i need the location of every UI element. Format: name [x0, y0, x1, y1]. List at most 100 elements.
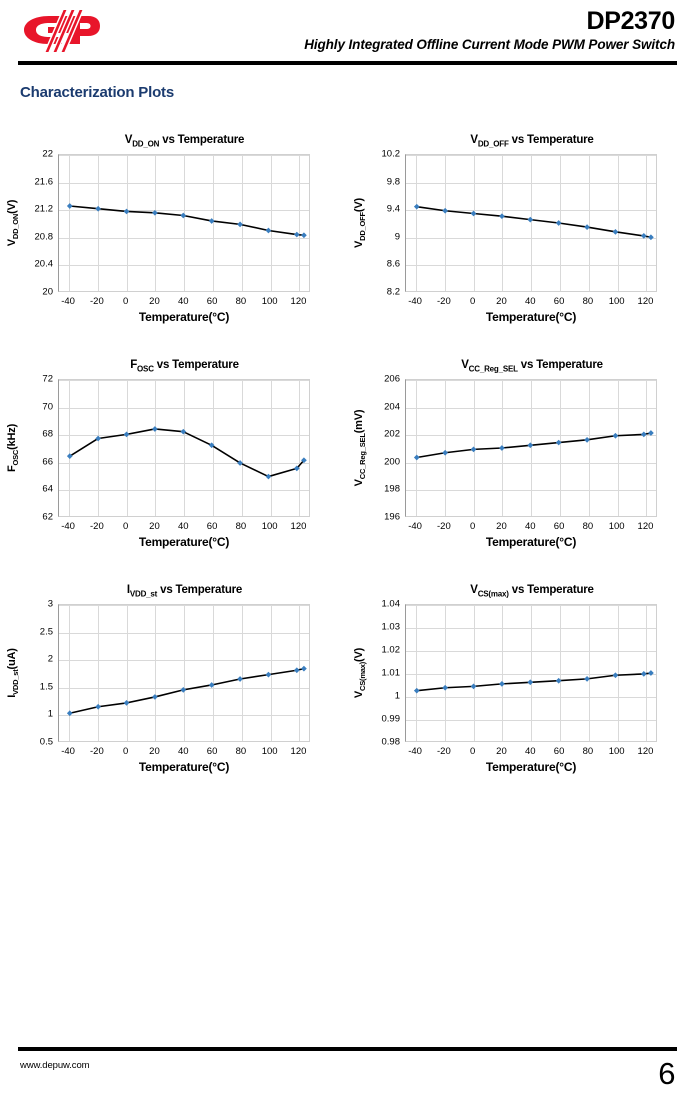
gridline-vertical — [531, 380, 533, 516]
data-point-marker — [413, 203, 420, 210]
gridline-horizontal — [59, 490, 309, 492]
data-series-ivdd-st — [66, 665, 307, 717]
chart-vcs-max: VCS(max) vs Temperature VCS(max)(V) Temper… — [347, 578, 695, 803]
x-tick-label: 0 — [123, 521, 129, 532]
chart-title-vcs-max: VCS(max) vs Temperature — [470, 584, 594, 599]
depuw-logo — [18, 8, 104, 52]
y-tick-label: 21.2 — [34, 203, 54, 215]
plot-area-vdd-on — [58, 154, 310, 292]
gridline-vertical — [241, 605, 243, 741]
x-tick-label: 20 — [496, 296, 507, 307]
y-tick-label: 8.6 — [386, 258, 400, 270]
gridline-vertical — [473, 605, 475, 741]
gridline-horizontal — [406, 462, 656, 464]
gridline-horizontal — [59, 715, 309, 717]
gridline-horizontal — [59, 182, 309, 184]
data-point-marker — [123, 208, 130, 215]
gridline-horizontal — [406, 407, 656, 409]
chart-vcc-reg-sel: VCC_Reg_SEL vs Temperature VCC_Reg_SEL(mV… — [347, 353, 695, 578]
gridline-horizontal — [406, 182, 656, 184]
x-axis-label-vdd-off: Temperature(°C) — [485, 310, 577, 324]
gridline-horizontal — [59, 435, 309, 437]
gridline-vertical — [97, 605, 99, 741]
gridline-horizontal — [59, 237, 309, 239]
x-tick-label: 80 — [235, 296, 247, 307]
gridline-vertical — [444, 380, 446, 516]
x-tick-label: 60 — [206, 296, 218, 307]
y-tick-label: 1.03 — [381, 621, 401, 633]
chart-fosc: FOSC vs Temperature FOSC(kHz) Temperature(… — [0, 353, 347, 578]
x-axis-label-vcs-max: Temperature(°C) — [485, 760, 577, 774]
x-tick-label: -20 — [437, 296, 451, 307]
header-text-block: DP2370 Highly Integrated Offline Current… — [18, 8, 677, 54]
y-axis-label-fosc: FOSC(kHz) — [6, 423, 21, 473]
data-point-marker — [66, 203, 73, 209]
y-tick-label: 20.8 — [34, 231, 54, 243]
gridline-horizontal — [406, 237, 656, 239]
gridline-vertical — [473, 155, 475, 291]
data-point-marker — [95, 205, 102, 212]
y-tick-label: 22 — [42, 148, 53, 160]
data-point-marker — [208, 682, 215, 688]
gridline-vertical — [502, 155, 504, 291]
x-tick-label: 120 — [637, 296, 654, 307]
gridline-vertical — [69, 605, 71, 741]
footer-website-url[interactable]: www.depuw.com — [20, 1060, 90, 1071]
gridline-vertical — [69, 380, 71, 516]
gridline-horizontal — [59, 380, 309, 381]
gridline-vertical — [444, 155, 446, 291]
x-tick-label: 60 — [206, 521, 218, 532]
x-tick-label: -20 — [437, 746, 451, 757]
y-axis-label-vdd-on: VDD_ON(V) — [6, 199, 21, 247]
y-tick-label: 2 — [47, 653, 53, 665]
data-point-marker — [301, 665, 307, 672]
x-tick-label: -20 — [90, 521, 104, 532]
gridline-horizontal — [406, 628, 656, 629]
gridline-horizontal — [59, 632, 309, 634]
x-tick-label: -40 — [408, 521, 422, 532]
plot-area-fosc — [58, 379, 310, 517]
y-tick-label: 1.5 — [39, 681, 53, 693]
plot-area-vdd-off — [405, 154, 657, 292]
data-point-marker — [470, 446, 477, 453]
gridline-vertical — [646, 155, 648, 291]
y-tick-label: 1 — [394, 690, 400, 702]
data-point-marker — [237, 460, 243, 466]
x-tick-label: 80 — [235, 746, 247, 757]
gridline-vertical — [531, 155, 533, 291]
data-point-marker — [555, 439, 562, 446]
data-point-marker — [648, 670, 654, 676]
chart-title-vcc-reg-sel: VCC_Reg_SEL vs Temperature — [461, 359, 603, 374]
data-point-marker — [527, 679, 534, 686]
y-tick-label: 9.4 — [386, 203, 400, 215]
gridline-vertical — [155, 605, 157, 741]
y-tick-label: 0.99 — [381, 713, 401, 725]
y-tick-label: 66 — [42, 456, 53, 468]
data-point-marker — [612, 672, 619, 679]
y-tick-label: 3 — [47, 598, 53, 610]
gridline-vertical — [416, 380, 418, 516]
gridline-horizontal — [406, 490, 656, 492]
x-tick-label: 100 — [608, 296, 625, 307]
part-tagline: Highly Integrated Offline Current Mode P… — [304, 37, 675, 52]
y-tick-label: 202 — [384, 428, 400, 440]
x-axis-label-vcc-reg-sel: Temperature(°C) — [485, 535, 577, 549]
data-point-marker — [301, 457, 307, 464]
x-tick-label: 100 — [261, 521, 278, 532]
y-tick-label: 1.04 — [381, 598, 401, 610]
gridline-vertical — [155, 380, 157, 516]
x-tick-label: -40 — [61, 746, 75, 757]
part-number: DP2370 — [586, 7, 675, 35]
x-tick-label: 40 — [524, 746, 536, 757]
x-tick-label: 100 — [261, 296, 278, 307]
data-point-marker — [555, 220, 562, 226]
gridline-vertical — [213, 155, 215, 291]
y-tick-label: 2.5 — [39, 625, 53, 637]
gridline-horizontal — [406, 697, 656, 698]
x-tick-label: 40 — [524, 296, 536, 307]
gridline-horizontal — [406, 605, 656, 606]
data-point-marker — [648, 234, 654, 241]
gridline-vertical — [416, 605, 418, 741]
chart-vdd-off: VDD_OFF vs Temperature VDD_OFF(V) Temperat… — [347, 128, 695, 353]
x-tick-label: 100 — [608, 746, 625, 757]
